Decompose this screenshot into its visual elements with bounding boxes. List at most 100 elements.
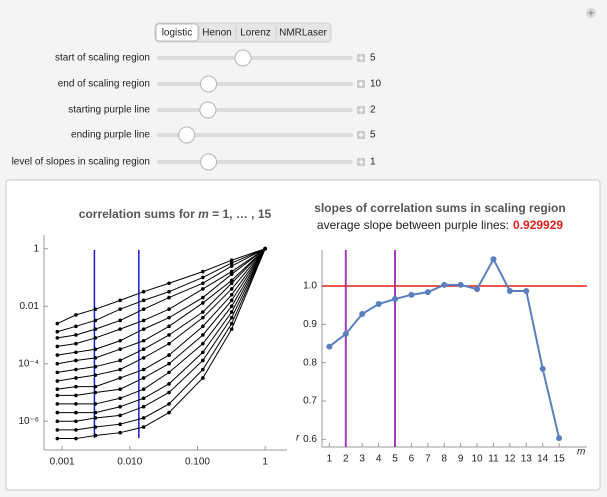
- data-point: [55, 329, 60, 334]
- data-point: [55, 387, 60, 392]
- data-point: [118, 358, 122, 363]
- data-point: [392, 296, 399, 303]
- button-label[interactable]: logistic: [162, 28, 193, 39]
- data-point: [167, 324, 171, 329]
- expand-icon: [358, 159, 364, 165]
- x-tick-label: 4: [376, 454, 382, 465]
- data-point: [556, 435, 563, 442]
- button-label[interactable]: Henon: [202, 28, 231, 39]
- data-point: [201, 324, 205, 329]
- slider-track[interactable]: [157, 133, 353, 137]
- data-point: [408, 291, 415, 298]
- y-tick-label: 1: [33, 243, 39, 254]
- data-point: [141, 318, 146, 323]
- data-point: [167, 307, 171, 311]
- data-point: [55, 402, 60, 406]
- data-point: [457, 281, 464, 288]
- data-point: [74, 313, 78, 317]
- data-point: [55, 321, 60, 326]
- data-point: [93, 433, 98, 438]
- y-tick-label: 0.7: [303, 396, 317, 407]
- x-tick-label: 13: [521, 454, 533, 465]
- slider-track[interactable]: [157, 56, 353, 60]
- data-point: [118, 404, 122, 409]
- data-point: [201, 341, 205, 346]
- title-part: correlation sums for: [79, 207, 198, 221]
- data-point: [167, 410, 171, 415]
- x-tick-label: 5: [392, 454, 398, 465]
- data-point: [141, 327, 146, 331]
- data-point: [74, 410, 78, 415]
- slider-handle[interactable]: [199, 101, 217, 119]
- data-point: [229, 292, 234, 297]
- data-point: [201, 333, 205, 337]
- data-point: [201, 287, 205, 291]
- x-tick-label: 9: [458, 454, 464, 465]
- data-point: [55, 379, 60, 383]
- data-point: [93, 336, 98, 340]
- options-icon: [588, 10, 594, 16]
- x-tick-label: 1: [262, 457, 268, 468]
- y-tick-label: 0.8: [303, 357, 317, 368]
- data-point: [141, 307, 146, 311]
- data-point: [93, 410, 98, 415]
- data-point: [141, 416, 146, 420]
- data-point: [74, 402, 78, 406]
- button-selected[interactable]: [155, 23, 199, 42]
- slider-value: 10: [370, 79, 382, 90]
- data-point: [229, 327, 234, 331]
- data-point: [523, 288, 530, 295]
- data-point: [201, 269, 205, 274]
- x-tick-label: 11: [488, 454, 499, 465]
- data-point: [74, 367, 78, 372]
- slider-track[interactable]: [157, 160, 353, 164]
- slider-handle[interactable]: [200, 75, 218, 93]
- slider-track[interactable]: [157, 82, 353, 86]
- y-tick-label: 10⁻⁴: [18, 358, 39, 369]
- data-point: [375, 301, 382, 308]
- data-point: [167, 361, 171, 366]
- data-point: [93, 318, 98, 323]
- slider-handle[interactable]: [178, 126, 196, 144]
- data-point: [229, 287, 234, 291]
- data-point: [141, 376, 146, 380]
- button-label[interactable]: Lorenz: [240, 28, 271, 39]
- x-tick-label: 10: [471, 454, 483, 465]
- data-point: [359, 311, 366, 318]
- data-point: [118, 430, 122, 435]
- data-point: [167, 289, 171, 294]
- data-point: [118, 318, 122, 323]
- chart-subtitle: average slope between purple lines: 0.929…: [317, 218, 564, 232]
- data-point: [201, 281, 205, 286]
- x-axis-label: r: [296, 433, 300, 444]
- data-point: [141, 356, 146, 360]
- data-point: [201, 301, 205, 305]
- y-tick-label: 10⁻⁶: [18, 416, 39, 427]
- data-point: [74, 393, 78, 398]
- data-point: [424, 289, 431, 296]
- data-point: [229, 304, 234, 309]
- data-point: [118, 298, 122, 303]
- data-point: [201, 367, 205, 372]
- data-point: [118, 327, 122, 331]
- data-point: [141, 387, 146, 392]
- slider-handle[interactable]: [200, 153, 218, 171]
- data-point: [167, 315, 171, 320]
- expand-icon: [358, 81, 364, 87]
- slider-value: 5: [370, 53, 376, 64]
- slider-label: starting purple line: [68, 105, 150, 116]
- data-point: [118, 367, 122, 372]
- data-point: [229, 321, 234, 326]
- data-point: [74, 324, 78, 329]
- slider-handle[interactable]: [234, 49, 252, 67]
- data-point: [93, 384, 98, 389]
- data-point: [74, 350, 78, 355]
- slider-track[interactable]: [157, 108, 353, 112]
- data-point: [167, 281, 171, 286]
- data-point: [93, 356, 98, 360]
- button-label[interactable]: NMRLaser: [279, 28, 327, 39]
- data-point: [93, 425, 98, 429]
- data-point: [201, 295, 205, 300]
